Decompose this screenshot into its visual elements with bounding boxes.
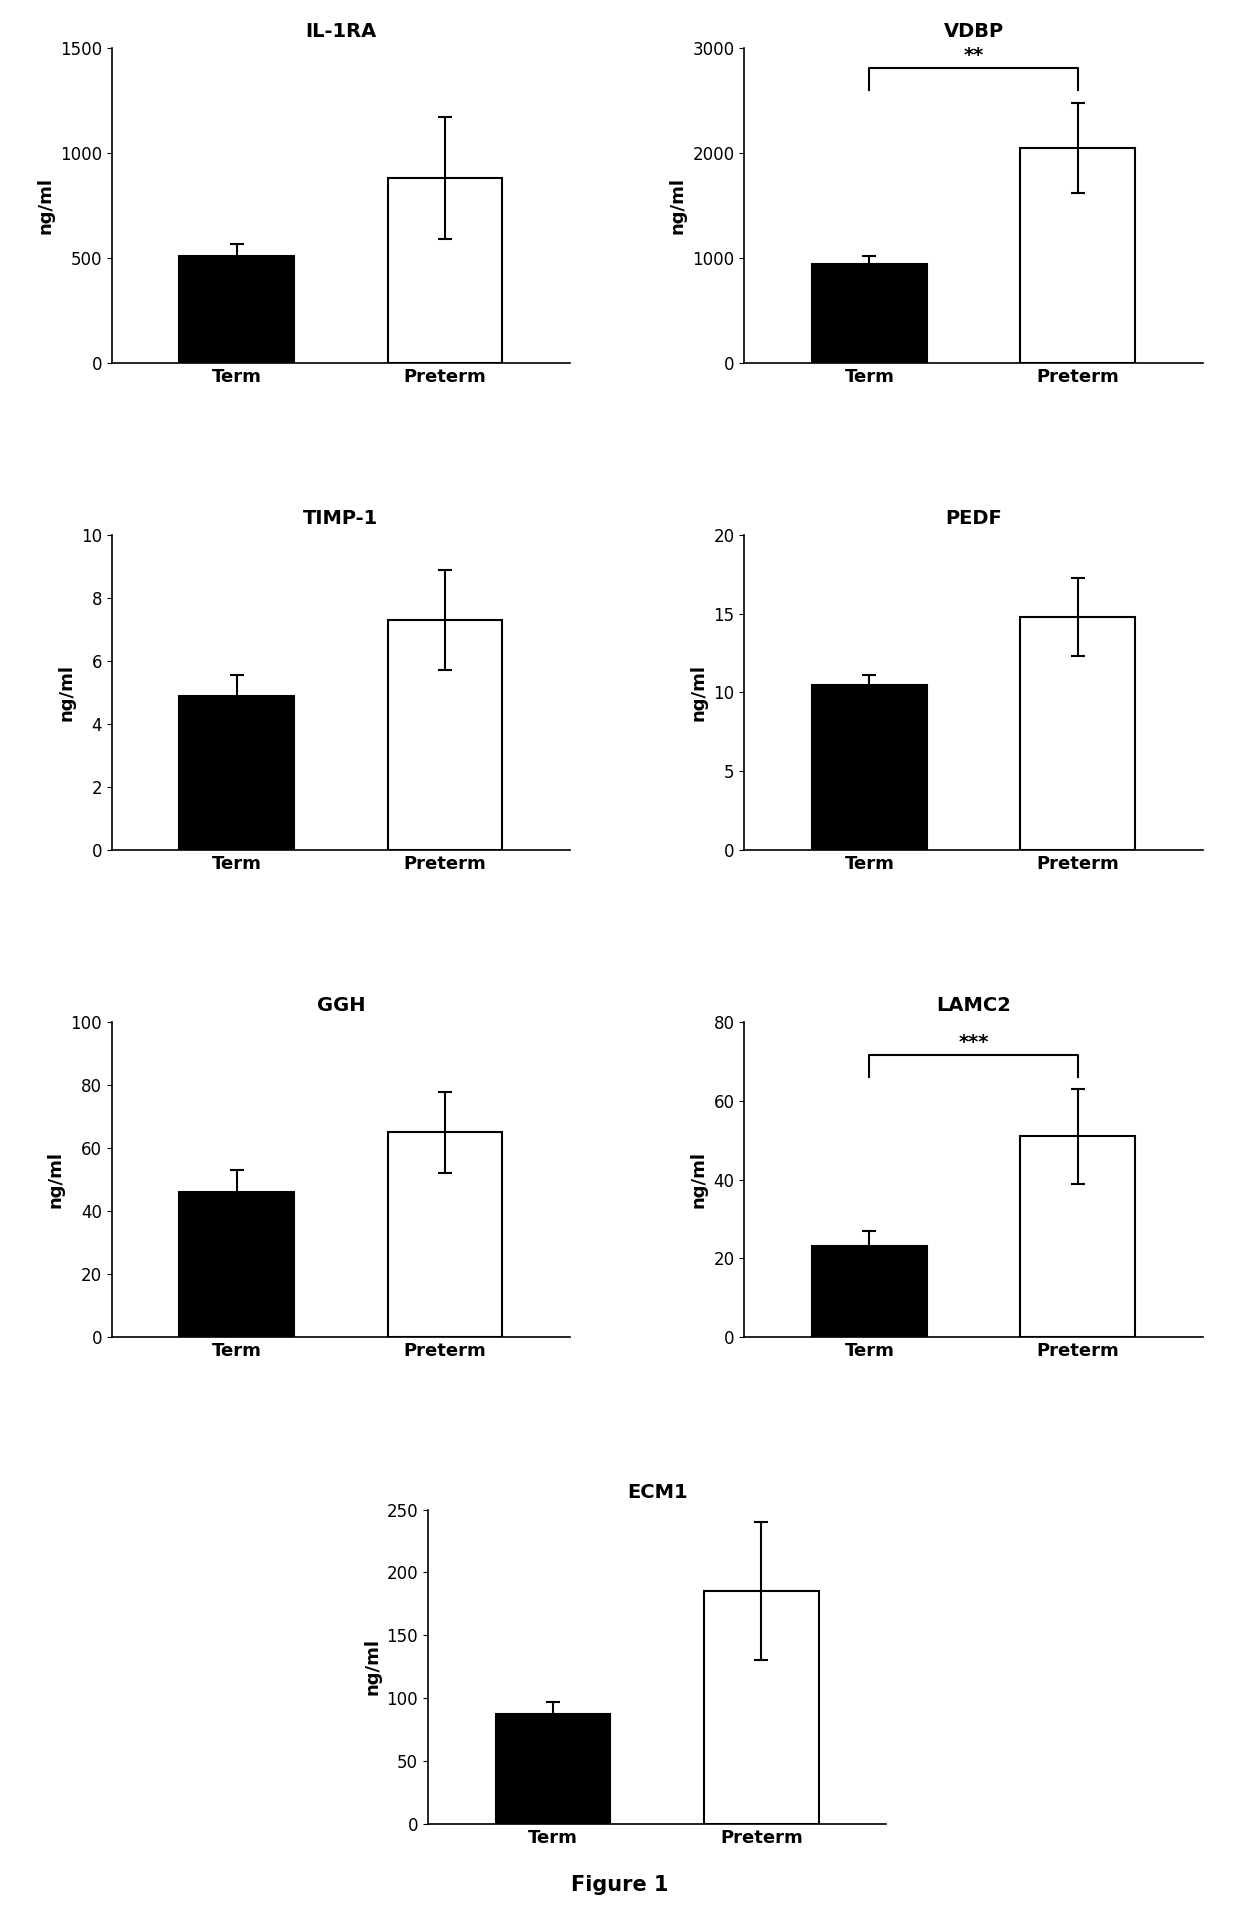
Title: LAMC2: LAMC2 bbox=[936, 996, 1011, 1015]
Y-axis label: ng/ml: ng/ml bbox=[47, 1150, 64, 1208]
Y-axis label: ng/ml: ng/ml bbox=[36, 178, 55, 234]
Bar bbox=[704, 1592, 818, 1824]
Bar bbox=[812, 685, 926, 849]
Bar bbox=[388, 1133, 502, 1337]
Title: ECM1: ECM1 bbox=[627, 1484, 687, 1502]
Title: VDBP: VDBP bbox=[944, 21, 1003, 41]
Text: ***: *** bbox=[959, 1033, 988, 1052]
Bar bbox=[812, 1247, 926, 1337]
Y-axis label: ng/ml: ng/ml bbox=[668, 178, 687, 234]
Bar bbox=[1021, 149, 1135, 363]
Bar bbox=[388, 178, 502, 363]
Y-axis label: ng/ml: ng/ml bbox=[57, 664, 76, 722]
Text: **: ** bbox=[963, 46, 983, 66]
Y-axis label: ng/ml: ng/ml bbox=[363, 1639, 381, 1695]
Bar bbox=[180, 695, 294, 849]
Y-axis label: ng/ml: ng/ml bbox=[689, 1150, 708, 1208]
Title: TIMP-1: TIMP-1 bbox=[304, 510, 378, 529]
Bar bbox=[180, 1193, 294, 1337]
Bar bbox=[180, 255, 294, 363]
Title: IL-1RA: IL-1RA bbox=[305, 21, 377, 41]
Title: PEDF: PEDF bbox=[945, 510, 1002, 529]
Bar bbox=[1021, 1137, 1135, 1337]
Bar bbox=[388, 620, 502, 849]
Bar bbox=[812, 264, 926, 363]
Bar bbox=[496, 1714, 610, 1824]
Text: Figure 1: Figure 1 bbox=[572, 1876, 668, 1895]
Title: GGH: GGH bbox=[316, 996, 365, 1015]
Y-axis label: ng/ml: ng/ml bbox=[689, 664, 708, 722]
Bar bbox=[1021, 618, 1135, 849]
